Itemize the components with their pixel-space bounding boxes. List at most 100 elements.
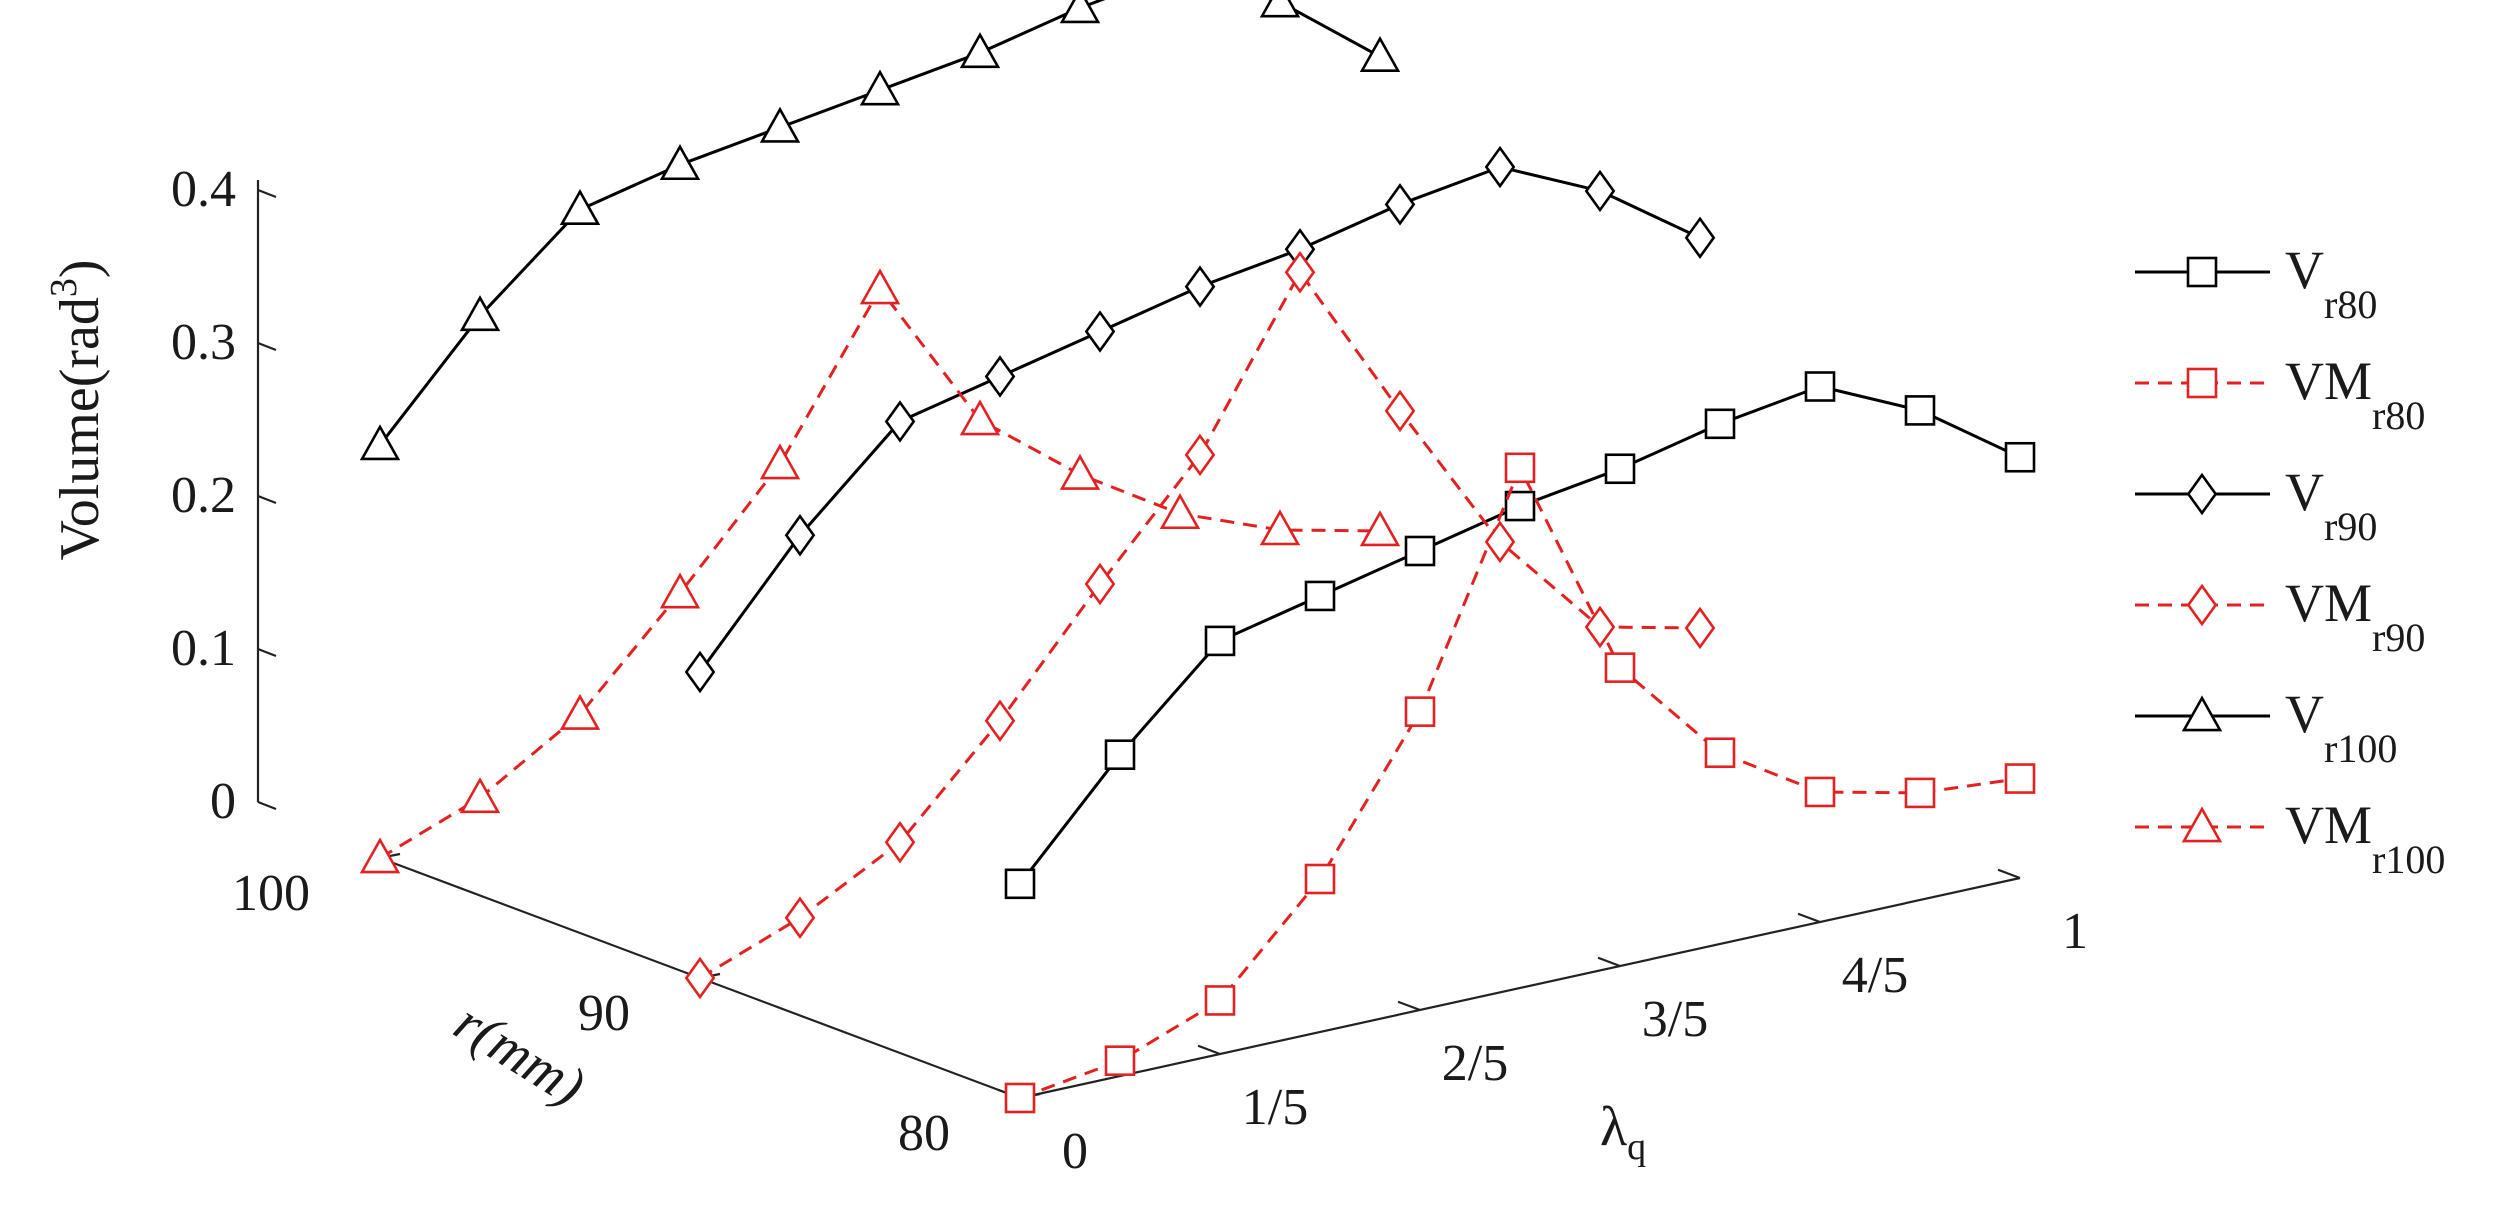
data-point: [884, 820, 916, 864]
data-point: [1404, 535, 1436, 567]
z-tick-label: 0.3: [171, 314, 236, 371]
x-tick-label: 1: [2062, 903, 2088, 960]
data-point: [459, 777, 501, 814]
data-point: [684, 650, 716, 694]
data-point: [1904, 395, 1936, 426]
x-axis-line: [1019, 876, 2021, 1100]
z-tick: [257, 800, 277, 811]
data-point: [1504, 490, 1536, 522]
data-point: [1184, 265, 1216, 308]
legend-label-sub: r90: [2324, 504, 2377, 549]
series-vm-r90: [684, 251, 1716, 1000]
data-point: [859, 69, 901, 106]
data-point: [1904, 777, 1936, 809]
x-tick-label: 3/5: [1642, 991, 1708, 1048]
legend-item: Vr80: [2135, 240, 2377, 327]
data-point: [1059, 0, 1101, 24]
legend-marker: [2186, 367, 2218, 399]
legend-label-main: VM: [2285, 573, 2372, 633]
data-point: [1684, 606, 1716, 650]
data-point: [1684, 216, 1716, 260]
x-axis-label-main: λ: [1600, 1096, 1627, 1158]
x-tick-label: 2/5: [1442, 1035, 1508, 1092]
data-point: [1504, 452, 1536, 484]
legend-marker: [2186, 256, 2218, 288]
data-point: [1259, 0, 1301, 18]
data-point: [959, 32, 1001, 69]
data-point: [1284, 251, 1316, 294]
data-point: [1204, 625, 1236, 657]
legend-label: Vr80: [2285, 240, 2377, 327]
y-tick-label: 90: [578, 985, 630, 1042]
data-point: [884, 400, 916, 443]
x-tick-label: 1/5: [1242, 1079, 1308, 1136]
data-point: [984, 699, 1016, 742]
data-point: [1359, 35, 1401, 72]
data-point: [2004, 441, 2036, 473]
legend-label: VMr100: [2285, 795, 2445, 882]
legend-item: Vr90: [2135, 462, 2377, 549]
data-point: [559, 693, 601, 730]
data-point: [1304, 863, 1336, 895]
series-v-r100: [359, 0, 1401, 461]
data-point: [759, 443, 801, 480]
legend-item: VMr80: [2135, 351, 2425, 438]
legend-marker: [2186, 472, 2218, 516]
z-tick: [257, 494, 277, 505]
data-point: [859, 268, 901, 305]
z-axis-label: Volume(rad3): [43, 259, 111, 560]
legend-label-main: VM: [2285, 351, 2372, 411]
x-tick-label: 0: [1062, 1123, 1088, 1180]
data-point: [1404, 696, 1436, 727]
series-line: [379, 287, 1381, 860]
x-tick: [1197, 1044, 1221, 1056]
data-point: [2004, 763, 2036, 794]
data-point: [1704, 408, 1736, 440]
data-point: [459, 295, 501, 332]
data-point: [1359, 510, 1401, 547]
data-point: [1604, 652, 1636, 683]
legend-item: VMr90: [2135, 573, 2425, 660]
legend-marker: [2181, 695, 2223, 732]
legend-item: VMr100: [2135, 795, 2445, 882]
z-axis-label-main: Volume(rad: [49, 297, 111, 560]
data-point: [1804, 371, 1836, 402]
x-axis-label: λq: [1600, 1096, 1646, 1168]
axes: 0 0.1 0.2 0.3 0.4 0 1/5 2/5 3/5 4/5 1 80 90 100: [171, 161, 2088, 1180]
data-point: [659, 572, 701, 609]
series-v-r80: [1004, 371, 2036, 900]
z-tick: [257, 341, 277, 352]
legend-marker: [2181, 806, 2223, 843]
legend-label-main: V: [2285, 240, 2324, 300]
data-point: [1104, 1045, 1136, 1076]
legend-label: VMr90: [2285, 573, 2425, 660]
series-vm-r80: [1004, 452, 2036, 1114]
data-point: [684, 956, 716, 1000]
data-point: [1704, 737, 1736, 769]
series-line: [378, 0, 1381, 446]
data-point: [1004, 1082, 1036, 1114]
data-point: [559, 188, 601, 225]
data-point: [784, 896, 816, 939]
data-point: [1484, 145, 1516, 189]
data-point: [359, 837, 401, 874]
z-tick-label: 0.4: [171, 161, 236, 218]
x-tick-label: 4/5: [1842, 947, 1908, 1004]
data-point: [1384, 389, 1416, 433]
legend-label: Vr90: [2285, 462, 2377, 549]
x-axis-label-sub: q: [1627, 1126, 1646, 1168]
series-vm-r100: [359, 268, 1401, 874]
legend-label: Vr100: [2285, 684, 2397, 771]
legend-label-sub: r100: [2324, 726, 2397, 771]
data-point: [1059, 453, 1101, 490]
data-point: [659, 144, 701, 181]
x-tick: [1997, 868, 2021, 880]
data-point: [1304, 580, 1336, 612]
data-point: [1604, 453, 1636, 485]
legend-label-sub: r90: [2372, 615, 2425, 660]
data-point: [1484, 520, 1516, 564]
data-point: [784, 514, 816, 557]
z-tick-label: 0.2: [171, 467, 236, 524]
legend-label: VMr80: [2285, 351, 2425, 438]
